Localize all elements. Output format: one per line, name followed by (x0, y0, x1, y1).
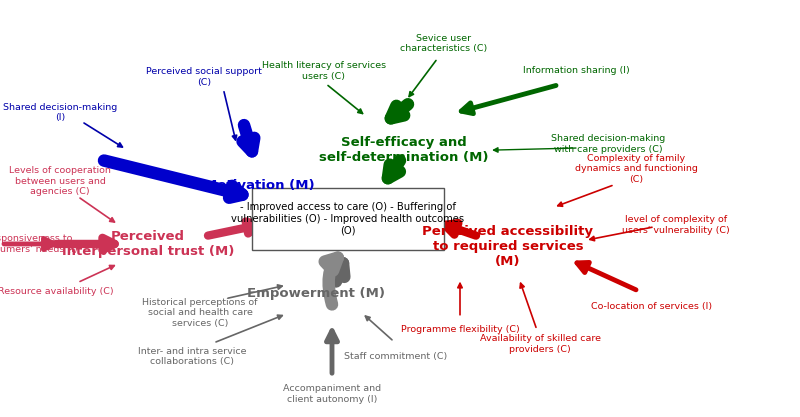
Text: Perceived social support
(C): Perceived social support (C) (146, 68, 262, 87)
Text: Staff commitment (C): Staff commitment (C) (344, 352, 448, 361)
Text: Complexity of family
dynamics and functioning
(C): Complexity of family dynamics and functi… (574, 154, 698, 184)
FancyBboxPatch shape (252, 188, 444, 250)
Text: Motivation (M): Motivation (M) (204, 179, 314, 192)
Text: level of complexity of
users' vulnerability (C): level of complexity of users' vulnerabil… (622, 216, 730, 235)
Text: Perceived
interpersonal trust (M): Perceived interpersonal trust (M) (62, 230, 234, 258)
Text: - Improved access to care (O) - Buffering of
vulnerabilities (O) - Improved heal: - Improved access to care (O) - Bufferin… (231, 202, 465, 236)
Text: Self-efficacy and
self-determination (M): Self-efficacy and self-determination (M) (319, 136, 489, 164)
Text: Sevice user
characteristics (C): Sevice user characteristics (C) (400, 34, 488, 53)
Text: Levels of cooperation
between users and
agencies (C): Levels of cooperation between users and … (9, 166, 111, 196)
Text: Programme flexibility (C): Programme flexibility (C) (401, 325, 519, 334)
Text: Shared decision-making
(I): Shared decision-making (I) (3, 103, 117, 122)
Text: Co-location of services (I): Co-location of services (I) (591, 302, 713, 311)
Text: Accompaniment and
client autonomy (I): Accompaniment and client autonomy (I) (283, 384, 381, 404)
Text: Historical perceptions of
social and health care
services (C): Historical perceptions of social and hea… (142, 298, 258, 328)
Text: Information sharing (I): Information sharing (I) (522, 66, 630, 75)
Text: Inter- and intra service
collaborations (C): Inter- and intra service collaborations … (138, 347, 246, 366)
Text: Perceived accessibility
to required services
(M): Perceived accessibility to required serv… (422, 224, 594, 268)
Text: Health literacy of services
users (C): Health literacy of services users (C) (262, 61, 386, 80)
Text: Shared decision-making
with care providers (C): Shared decision-making with care provide… (551, 134, 665, 153)
Text: Resource availability (C): Resource availability (C) (0, 287, 114, 296)
Text: Availability of skilled care
providers (C): Availability of skilled care providers (… (479, 334, 601, 354)
Text: Responsiveness to
consumers' needs (I): Responsiveness to consumers' needs (I) (0, 234, 78, 254)
Text: Empowerment (M): Empowerment (M) (247, 287, 385, 301)
